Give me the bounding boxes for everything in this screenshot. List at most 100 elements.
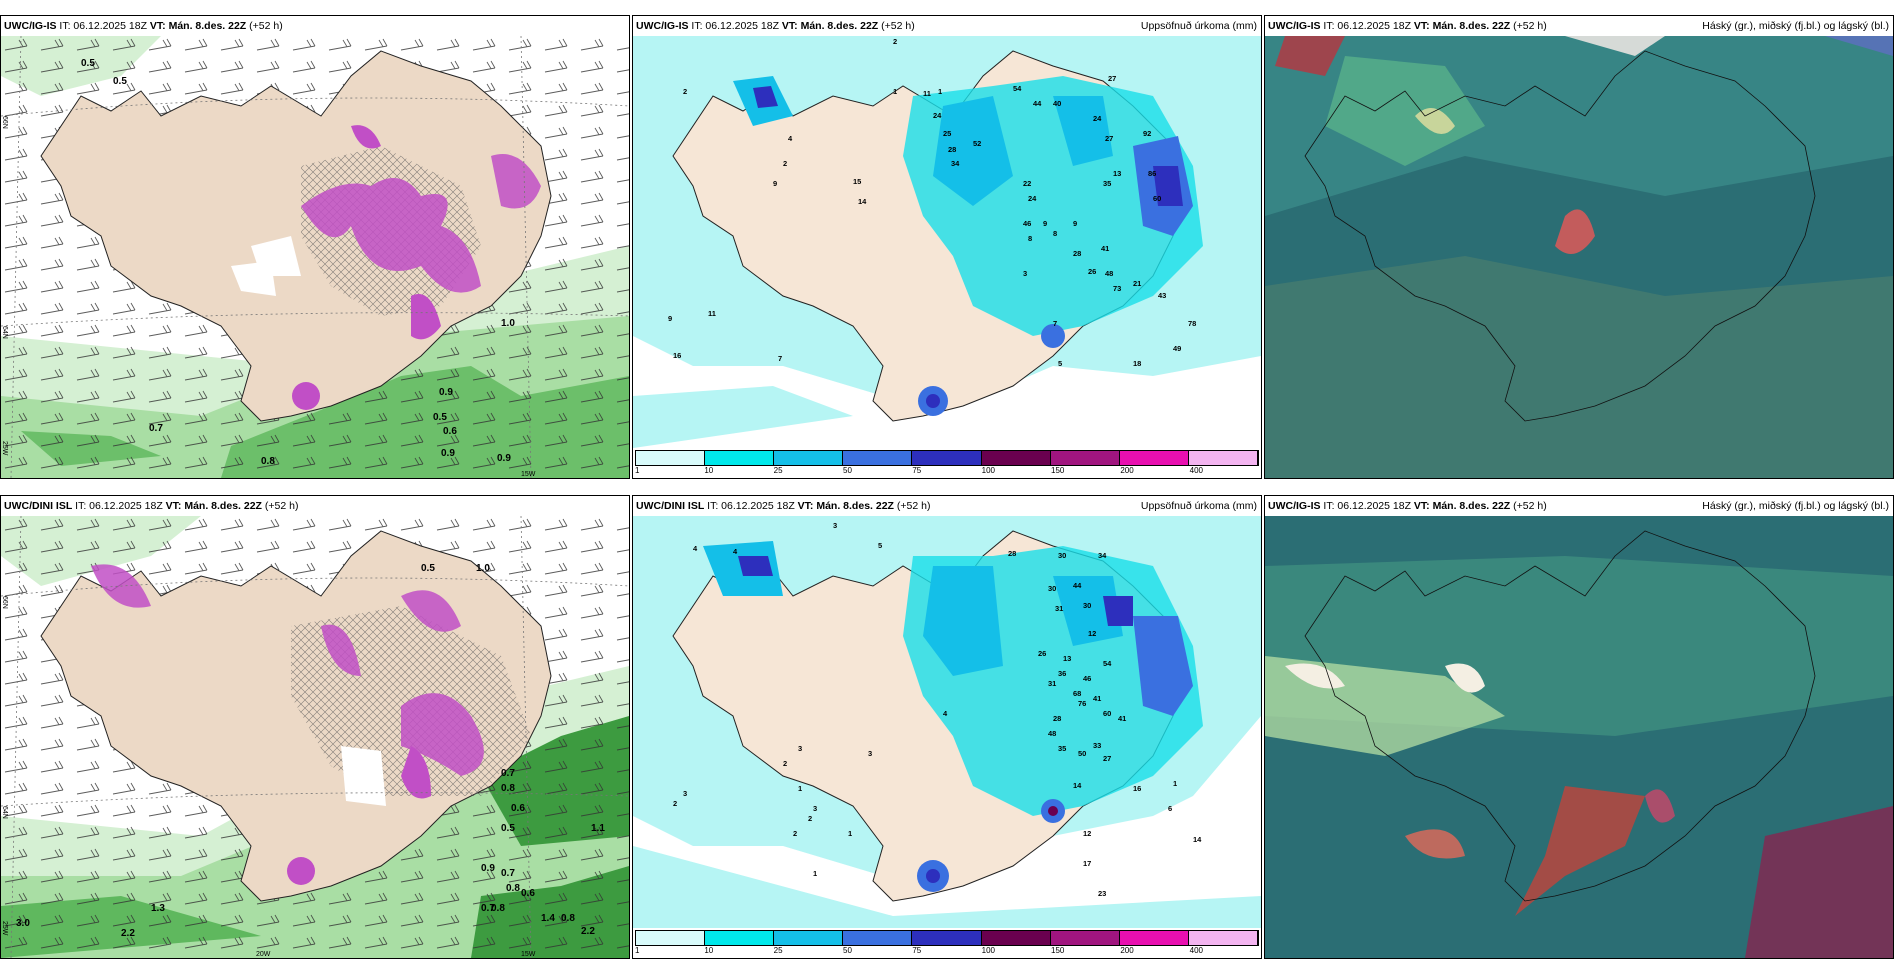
- map-value-label: 31: [1055, 604, 1063, 613]
- legend-swatch: [1119, 931, 1189, 945]
- lead-time: (+52 h): [264, 500, 299, 512]
- map-value-label: 14: [1193, 835, 1202, 844]
- panel-dini-clouds: UWC/IG-IS IT: 06.12.2025 18Z VT: Mán. 8.…: [1264, 495, 1894, 959]
- legend-swatch: [981, 931, 1051, 945]
- map-value-label: 23: [1098, 889, 1106, 898]
- lead-time: (+52 h): [881, 20, 915, 32]
- map-value-label: 4: [733, 547, 738, 556]
- map-value-label: 33: [1093, 741, 1101, 750]
- svg-text:20W: 20W: [256, 951, 271, 958]
- lead-time: (+52 h): [896, 500, 931, 512]
- valid-time: Mán. 8.des. 22Z: [800, 20, 879, 32]
- legend-tick-label: 150: [1051, 946, 1065, 955]
- svg-text:0.9: 0.9: [439, 387, 453, 398]
- legend-swatch: [1050, 931, 1120, 945]
- map-value-label: 16: [1133, 784, 1141, 793]
- map-value-label: 60: [1153, 194, 1161, 203]
- legend-swatch: [774, 451, 844, 465]
- map-value-label: 0.7: [481, 903, 495, 914]
- map-value-label: 4: [693, 544, 698, 553]
- map-value-label: 41: [1101, 244, 1109, 253]
- legend-swatch: [705, 451, 775, 465]
- legend-tick-label: 200: [1120, 466, 1134, 475]
- map-value-label: 44: [1033, 99, 1042, 108]
- map-value-label: 73: [1113, 284, 1121, 293]
- map-value-label: 3: [683, 789, 687, 798]
- map-cloud-cover: [1265, 516, 1893, 958]
- map-value-label: 22: [1023, 179, 1031, 188]
- legend-tick-label: 400: [1189, 466, 1204, 475]
- map-value-label: 14: [858, 197, 867, 206]
- svg-text:25W: 25W: [1, 441, 8, 456]
- map-value-label: 4: [788, 134, 793, 143]
- map-value-label: 11: [923, 89, 931, 98]
- svg-text:64N: 64N: [1, 326, 8, 339]
- legend-tick-label: 100: [981, 466, 996, 475]
- map-value-label: 26: [1038, 649, 1046, 658]
- svg-text:0.5: 0.5: [433, 412, 447, 423]
- panel-igis-wind: UWC/IG-IS IT: 06.12.2025 18Z VT: Mán. 8.…: [0, 15, 630, 479]
- map-value-label: 18: [1133, 359, 1141, 368]
- map-value-label: 2: [808, 814, 812, 823]
- map-value-label: 3.0: [16, 918, 30, 929]
- map-value-label: 9: [773, 179, 777, 188]
- map-value-label: 1.0: [476, 563, 490, 574]
- map-value-label: 2: [783, 759, 787, 768]
- map-value-label: 54: [1103, 659, 1112, 668]
- map-cloud-cover: [1265, 36, 1893, 478]
- map-value-label: 21: [1133, 279, 1141, 288]
- valid-time: Mán. 8.des. 22Z: [1432, 20, 1511, 32]
- legend-tick-label: 75: [912, 466, 922, 475]
- map-value-label: 2: [683, 87, 687, 96]
- map-value-label: 8: [1028, 234, 1032, 243]
- map-value-label: 4: [943, 709, 948, 718]
- map-value-label: 49: [1173, 344, 1181, 353]
- legend-tick-label: 1: [635, 946, 640, 955]
- lead-time: (+52 h): [249, 20, 283, 32]
- legend-tick-label: 50: [843, 466, 852, 475]
- map-value-label: 1: [813, 869, 817, 878]
- vt-label: VT:: [797, 500, 814, 512]
- lead-time: (+52 h): [1513, 20, 1547, 32]
- precip-legend: 1 10 25 50 75 100 150 200 400: [633, 928, 1261, 958]
- map-value-label: 24: [1028, 194, 1037, 203]
- panel-header: UWC/IG-IS IT: 06.12.2025 18Z VT: Mán. 8.…: [1265, 496, 1893, 516]
- valid-time: Mán. 8.des. 22Z: [816, 500, 894, 512]
- legend-swatch: [981, 451, 1051, 465]
- panel-dini-precip: UWC/DINI ISL IT: 06.12.2025 18Z VT: Mán.…: [632, 495, 1262, 959]
- legend-swatch: [636, 931, 706, 945]
- map-value-label: 6: [1168, 804, 1172, 813]
- map-value-label: 41: [1118, 714, 1126, 723]
- vt-label: VT:: [165, 500, 182, 512]
- map-value-label: 0.9: [481, 863, 495, 874]
- map-value-label: 0.7: [501, 868, 515, 879]
- map-value-label: 9: [668, 314, 672, 323]
- map-value-label: 50: [1078, 749, 1086, 758]
- svg-text:0.7: 0.7: [149, 423, 163, 434]
- valid-time: Mán. 8.des. 22Z: [168, 20, 247, 32]
- map-value-label: 92: [1143, 129, 1151, 138]
- map-value-label: 52: [973, 139, 981, 148]
- map-value-label: 1: [1173, 779, 1177, 788]
- map-value-label: 2.2: [121, 928, 135, 939]
- map-wind-precip-type: 66N 64N 25W 15W 0.5 0.5 0.9 0.5 0.6 0.9 …: [1, 36, 629, 478]
- panel-dini-wind: UWC/DINI ISL IT: 06.12.2025 18Z VT: Mán.…: [0, 495, 630, 959]
- field-title: Háský (gr.), miðský (fj.bl.) og lágský (…: [1702, 500, 1889, 512]
- map-value-label: 24: [1093, 114, 1102, 123]
- legend-swatch: [843, 931, 913, 945]
- valid-time: Mán. 8.des. 22Z: [184, 500, 262, 512]
- panel-header: UWC/IG-IS IT: 06.12.2025 18Z VT: Mán. 8.…: [633, 16, 1261, 36]
- map-value-label: 27: [1108, 74, 1116, 83]
- map-value-label: 15: [853, 177, 861, 186]
- init-time: IT: 06.12.2025 18Z: [707, 500, 795, 512]
- precip-legend: 1 10 25 50 75 100 150 200 400: [633, 448, 1261, 478]
- map-value-label: 27: [1105, 134, 1113, 143]
- init-time: IT: 06.12.2025 18Z: [691, 20, 779, 32]
- map-value-label: 26: [1088, 267, 1096, 276]
- map-value-label: 5: [878, 541, 882, 550]
- panel-header: UWC/IG-IS IT: 06.12.2025 18Z VT: Mán. 8.…: [1265, 16, 1893, 36]
- svg-text:25W: 25W: [1, 921, 8, 936]
- legend-tick-label: 10: [704, 946, 714, 955]
